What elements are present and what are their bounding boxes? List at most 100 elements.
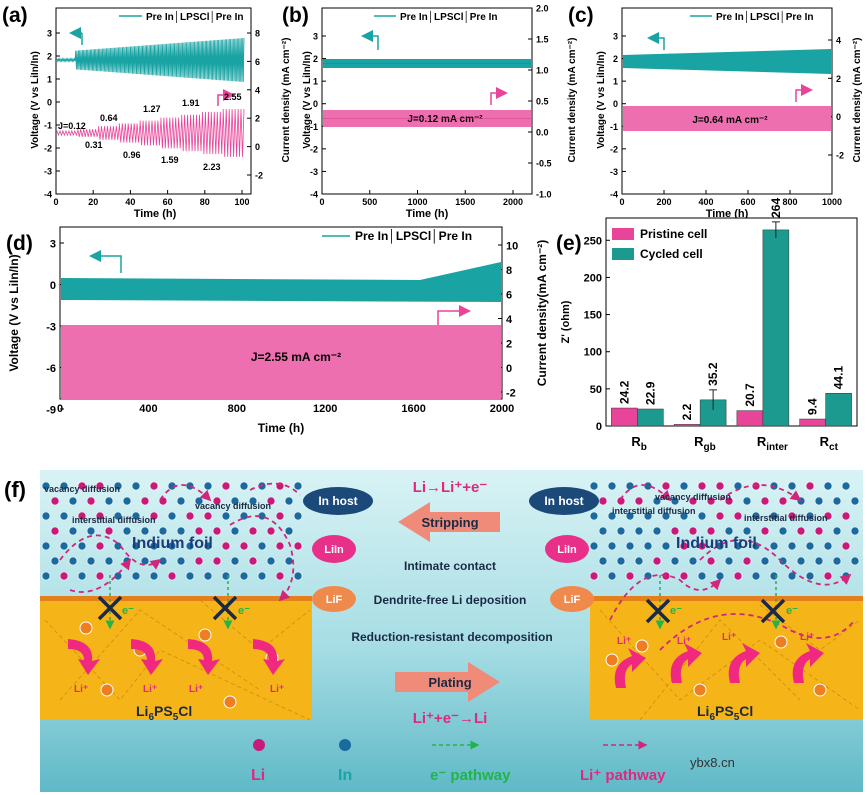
in-atom <box>769 511 779 521</box>
in-atom <box>769 541 779 551</box>
in-atom <box>715 571 725 581</box>
in-atom <box>670 556 680 566</box>
li-atom <box>625 571 635 581</box>
in-atom <box>185 481 195 491</box>
x-tick-label: 1600 <box>401 403 425 415</box>
li-atom <box>212 556 222 566</box>
in-atom <box>41 571 51 581</box>
in-atom <box>221 511 231 521</box>
panel-a-legend-text: Pre In│LPSCl│Pre In <box>146 10 244 24</box>
li-atom <box>95 481 105 491</box>
li-atom <box>248 556 258 566</box>
in-atom <box>841 481 851 491</box>
y-tick-label: 2 <box>613 54 618 64</box>
in-atom <box>814 496 824 506</box>
panel-d-ylabel-right: Current density(mA cm⁻²) <box>535 240 549 387</box>
y-right-tick-label: -2 <box>836 151 844 161</box>
li-atom <box>203 511 213 521</box>
in-host-label-left: In host <box>318 494 357 508</box>
lif-oval-left <box>312 586 356 612</box>
lif-label-left: LiF <box>326 594 343 606</box>
li-atom <box>715 511 725 521</box>
li-diffusion-paths-left <box>59 482 301 602</box>
panel-b-left-axis-arrow <box>361 30 379 50</box>
y-tick-label: 0 <box>47 98 52 108</box>
y-tick-label: -6 <box>46 363 56 375</box>
y-tick-label: -2 <box>310 144 318 154</box>
x-tick-label: 600 <box>740 197 755 207</box>
panel-a-voltage-series <box>56 37 245 83</box>
x-tick-label: 40 <box>125 197 135 207</box>
panel-b-y-right-ticks: -1.0 -0.5 0.0 0.5 1.0 1.5 2.0 <box>528 4 552 200</box>
in-atom <box>805 571 815 581</box>
bar-pristine-r_ct <box>799 418 826 427</box>
li-atom <box>95 511 105 521</box>
y-right-tick-label: 8 <box>255 29 260 39</box>
li-plus-arrow <box>792 643 824 683</box>
li-atom <box>706 496 716 506</box>
in-atom <box>59 541 69 551</box>
in-atom <box>733 541 743 551</box>
current-step-label: J=0.12 <box>58 121 86 131</box>
in-atom <box>149 541 159 551</box>
panel-c-x-ticks: 0 200 400 600 800 1000 <box>619 190 842 207</box>
category-label: Rb <box>631 434 647 453</box>
category-label: Rct <box>820 434 839 453</box>
y-tick-label: 0 <box>313 99 318 109</box>
right-lif-layer <box>590 596 863 601</box>
in-atom <box>751 571 761 581</box>
panel-e-categories: Rb Rgb Rinter Rct <box>631 434 838 453</box>
electrolyte-li-atom <box>693 683 707 697</box>
y-tick-label: 3 <box>47 29 52 39</box>
li-atom <box>266 526 276 536</box>
in-atom <box>167 511 177 521</box>
li-atom <box>688 526 698 536</box>
li-atom <box>149 511 159 521</box>
liin-oval-right <box>545 535 589 563</box>
li-atom <box>679 541 689 551</box>
current-step-label: 0.31 <box>85 140 103 150</box>
in-atom <box>787 481 797 491</box>
electrolyte-li-atom <box>813 683 827 697</box>
li-atom <box>194 526 204 536</box>
li-atom <box>212 496 222 506</box>
plating-arrow <box>395 662 500 702</box>
x-tick-label: 0 <box>319 197 324 207</box>
bar-value-label: 9.4 <box>806 398 820 415</box>
in-atom <box>589 511 599 521</box>
y-tick-label: -1 <box>310 122 318 132</box>
li-plus-arrows: Li⁺ Li⁺ Li⁺ Li⁺ Li⁺ Li⁺ Li⁺ Li⁺ <box>68 632 824 695</box>
y-right-tick-label: -2 <box>506 388 516 400</box>
y-tick-label: -2 <box>44 144 52 154</box>
panel-b-ylabel-right: Current density (mA cm⁻²) <box>567 38 578 163</box>
li-atom <box>841 511 851 521</box>
panel-d-xlabel: Time (h) <box>258 421 304 435</box>
in-atom <box>176 526 186 536</box>
panel-e-bars: 24.2 22.9 2.2 35.2 20.7 264 9.4 44.1 <box>611 198 852 427</box>
panel-b-x-ticks: 0 500 1000 1500 2000 <box>319 190 523 207</box>
li-plus-label: Li⁺ <box>617 636 631 647</box>
electrolyte-li-atom <box>198 628 212 642</box>
li-atom <box>167 571 177 581</box>
plating-label: Plating <box>428 675 471 690</box>
li-plus-arrow <box>614 648 646 688</box>
in-atom <box>158 556 168 566</box>
left-vacancy-label-2: vacancy diffusion <box>195 501 271 511</box>
li-atom <box>697 481 707 491</box>
electrolyte-atoms <box>79 621 827 709</box>
y-right-tick-label: 0.5 <box>536 97 549 107</box>
in-atom <box>724 526 734 536</box>
y-tick-label: 0 <box>596 421 602 433</box>
x-tick-label: 1500 <box>455 197 475 207</box>
y-tick-label: -1 <box>44 121 52 131</box>
y-tick-label: -3 <box>610 167 618 177</box>
panel-b-legend-text: Pre In│LPSCl│Pre In <box>400 10 498 24</box>
in-atom <box>634 556 644 566</box>
bar-cycled-r_ct <box>825 392 852 427</box>
li-plus-arrow <box>188 639 220 675</box>
in-atom <box>742 496 752 506</box>
li-atom <box>715 481 725 491</box>
in-atom <box>823 541 833 551</box>
in-atom <box>203 481 213 491</box>
